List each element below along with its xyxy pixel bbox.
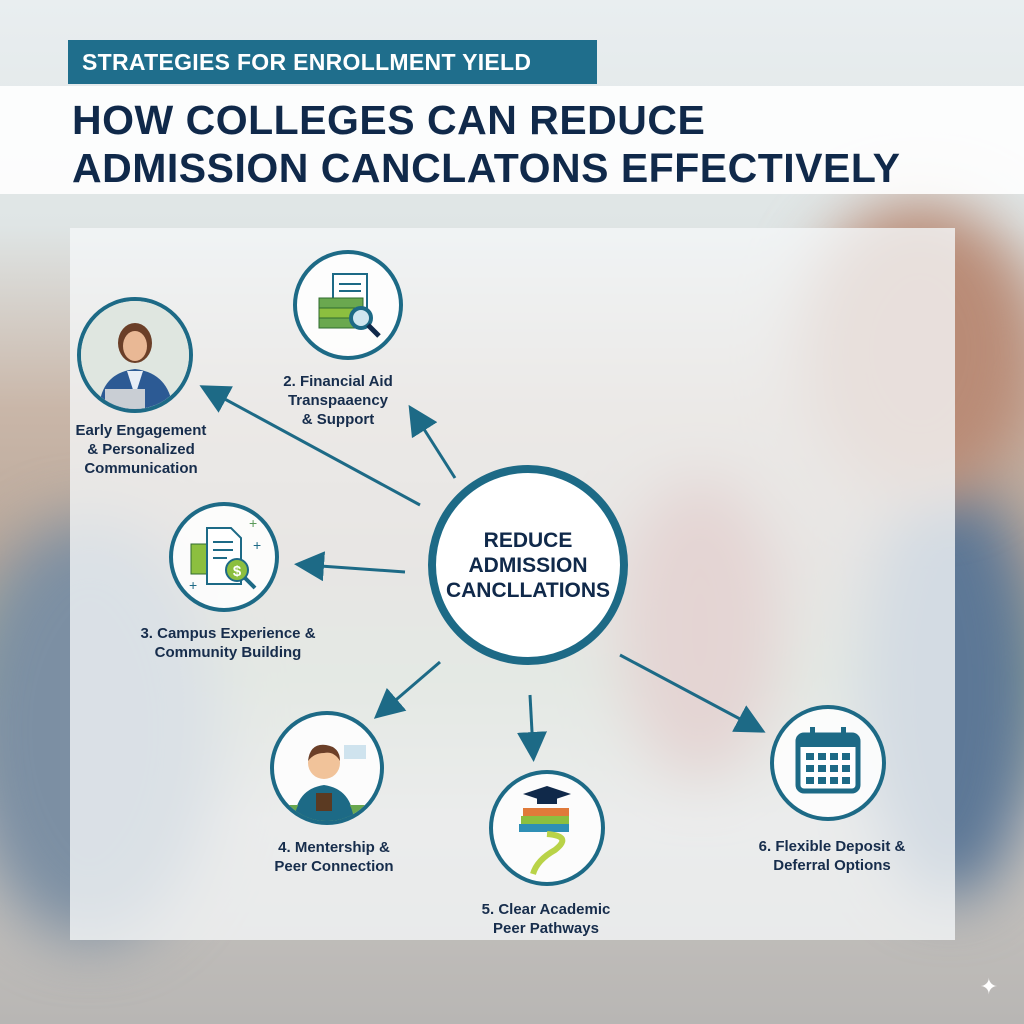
center-line-3: CANCLLATIONS xyxy=(445,578,611,602)
label-line: 3. Campus Experience & xyxy=(140,625,316,642)
arrow-to-node-3 xyxy=(294,551,406,582)
label-line: & Personalized xyxy=(87,441,195,458)
label-line: Peer Pathways xyxy=(493,920,599,937)
graduation-books-path-icon xyxy=(489,770,605,886)
title-line-2: ADMISSION CANCLATONS EFFECTIVELY xyxy=(72,145,901,191)
advisor-photo xyxy=(77,297,193,413)
arrow-to-node-5 xyxy=(517,694,547,762)
label-line: 2. Financial Aid xyxy=(283,373,393,390)
calendar-icon xyxy=(770,705,886,821)
center-hub: REDUCE ADMISSION CANCLLATIONS xyxy=(428,465,628,665)
label-line: Communication xyxy=(84,460,198,477)
node-2-label: 2. Financial Aid Transpaaency & Support xyxy=(228,372,448,429)
arrow-to-node-2 xyxy=(408,404,457,479)
money-document-magnifier-icon xyxy=(293,250,403,360)
node-3-label: 3. Campus Experience & Community Buildin… xyxy=(118,624,338,662)
arrow-to-node-6 xyxy=(619,653,766,733)
subtitle-tag: STRATEGIES FOR ENROLLMENT YIELD xyxy=(68,40,597,84)
label-line: 5. Clear Academic xyxy=(481,901,611,918)
label-line: Peer Connection xyxy=(274,858,394,875)
node-6-label: 6. Flexible Deposit & Deferral Options xyxy=(722,837,942,875)
svg-text:+: + xyxy=(249,515,257,531)
page-title: HOW COLLEGES CAN REDUCE ADMISSION CANCLA… xyxy=(72,96,900,192)
label-line: 6. Flexible Deposit & xyxy=(758,838,906,855)
node-4-label: 4. Mentership & Peer Connection xyxy=(224,838,444,876)
sparkle-icon: ✦ xyxy=(979,974,998,999)
label-line: Deferral Options xyxy=(773,857,891,874)
arrow-to-node-1 xyxy=(199,385,421,507)
center-line-2: ADMISSION xyxy=(468,553,588,577)
svg-text:$: $ xyxy=(233,563,242,580)
label-line: Transpaaency xyxy=(287,392,389,409)
label-line: Early Engagement xyxy=(75,422,207,439)
label-line: Community Building xyxy=(154,644,302,661)
label-line: & Support xyxy=(301,411,375,428)
title-line-1: HOW COLLEGES CAN REDUCE xyxy=(72,97,706,143)
title-band xyxy=(0,86,1024,194)
document-dollar-icon: $ + + + xyxy=(169,502,279,612)
arrow-to-node-4 xyxy=(373,660,441,719)
node-5-label: 5. Clear Academic Peer Pathways xyxy=(436,900,656,938)
svg-text:+: + xyxy=(189,577,197,593)
label-line: 4. Mentership & xyxy=(278,839,390,856)
center-line-1: REDUCE xyxy=(483,528,573,552)
node-1-label: Early Engagement & Personalized Communic… xyxy=(31,421,251,478)
mentor-icon xyxy=(270,711,384,825)
svg-text:+: + xyxy=(253,537,261,553)
